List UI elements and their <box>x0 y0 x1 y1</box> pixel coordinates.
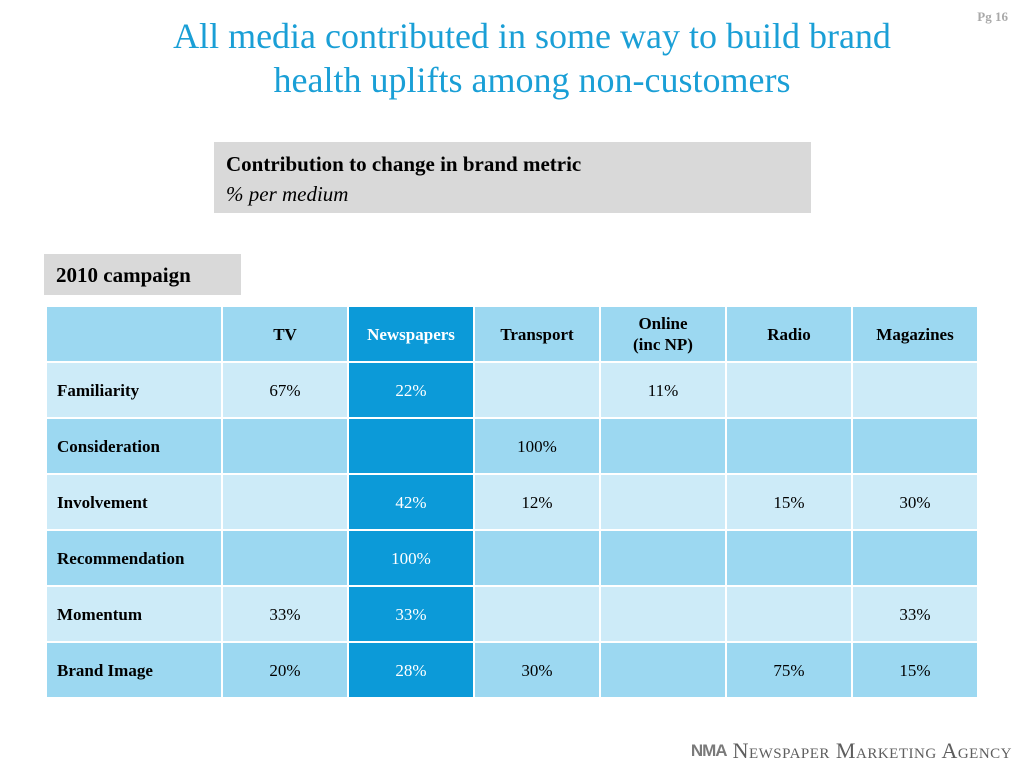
page-number: Pg 16 <box>977 9 1008 24</box>
agency-logo: NMA Newspaper Marketing Agency <box>691 738 1012 764</box>
cell-value: 20% <box>221 641 349 699</box>
header-online-line-2: (inc NP) <box>633 335 693 354</box>
slide-title-line-2: health uplifts among non-customers <box>273 60 791 100</box>
table-row: Brand Image 20% 28% 30% 75% 15% <box>45 641 979 699</box>
cell-value: 100% <box>347 529 475 587</box>
cell-value: 33% <box>347 585 475 643</box>
table-row: Involvement 42% 12% 15% 30% <box>45 473 979 531</box>
table-row: Recommendation 100% <box>45 529 979 587</box>
table-row: Consideration 100% <box>45 417 979 475</box>
cell-value <box>851 361 979 419</box>
agency-name: Newspaper Marketing Agency <box>732 738 1012 763</box>
cell-value <box>851 417 979 475</box>
cell-value: 100% <box>473 417 601 475</box>
cell-value <box>725 361 853 419</box>
cell-value: 33% <box>221 585 349 643</box>
cell-value: 15% <box>725 473 853 531</box>
cell-value <box>473 529 601 587</box>
header-online: Online (inc NP) <box>599 305 727 363</box>
cell-value: 30% <box>851 473 979 531</box>
header-online-line-1: Online <box>638 314 688 333</box>
cell-value <box>725 529 853 587</box>
table-row: Momentum 33% 33% 33% <box>45 585 979 643</box>
cell-value: 30% <box>473 641 601 699</box>
header-magazines: Magazines <box>851 305 979 363</box>
header-transport: Transport <box>473 305 601 363</box>
header-radio: Radio <box>725 305 853 363</box>
cell-value <box>221 417 349 475</box>
cell-value <box>599 641 727 699</box>
header-tv: TV <box>221 305 349 363</box>
cell-value <box>473 585 601 643</box>
header-newspapers: Newspapers <box>347 305 475 363</box>
cell-value: 22% <box>347 361 475 419</box>
cell-value <box>851 529 979 587</box>
metric-title: Contribution to change in brand metric <box>226 152 582 176</box>
row-label-involvement: Involvement <box>45 473 223 531</box>
row-label-brand-image: Brand Image <box>45 641 223 699</box>
cell-value: 67% <box>221 361 349 419</box>
cell-value: 11% <box>599 361 727 419</box>
table-row: Familiarity 67% 22% 11% <box>45 361 979 419</box>
cell-value <box>347 417 475 475</box>
slide-title: All media contributed in some way to bui… <box>60 14 1004 102</box>
cell-value <box>599 417 727 475</box>
cell-value <box>473 361 601 419</box>
row-label-recommendation: Recommendation <box>45 529 223 587</box>
row-label-familiarity: Familiarity <box>45 361 223 419</box>
cell-value: 75% <box>725 641 853 699</box>
cell-value <box>221 529 349 587</box>
slide-title-line-1: All media contributed in some way to bui… <box>173 16 891 56</box>
cell-value <box>599 529 727 587</box>
nma-logo-mark: NMA <box>690 741 728 760</box>
cell-value: 15% <box>851 641 979 699</box>
cell-value: 42% <box>347 473 475 531</box>
table-header-row: TV Newspapers Transport Online (inc NP) R… <box>45 305 979 363</box>
cell-value: 28% <box>347 641 475 699</box>
campaign-label: 2010 campaign <box>44 254 241 295</box>
row-label-momentum: Momentum <box>45 585 223 643</box>
cell-value <box>599 585 727 643</box>
contribution-table: TV Newspapers Transport Online (inc NP) R… <box>45 305 979 699</box>
metric-subtitle: % per medium <box>226 182 349 206</box>
cell-value <box>221 473 349 531</box>
cell-value: 12% <box>473 473 601 531</box>
cell-value <box>725 585 853 643</box>
cell-value: 33% <box>851 585 979 643</box>
cell-value <box>725 417 853 475</box>
metric-description-box: Contribution to change in brand metric %… <box>214 142 811 213</box>
header-empty-cell <box>45 305 223 363</box>
cell-value <box>599 473 727 531</box>
row-label-consideration: Consideration <box>45 417 223 475</box>
